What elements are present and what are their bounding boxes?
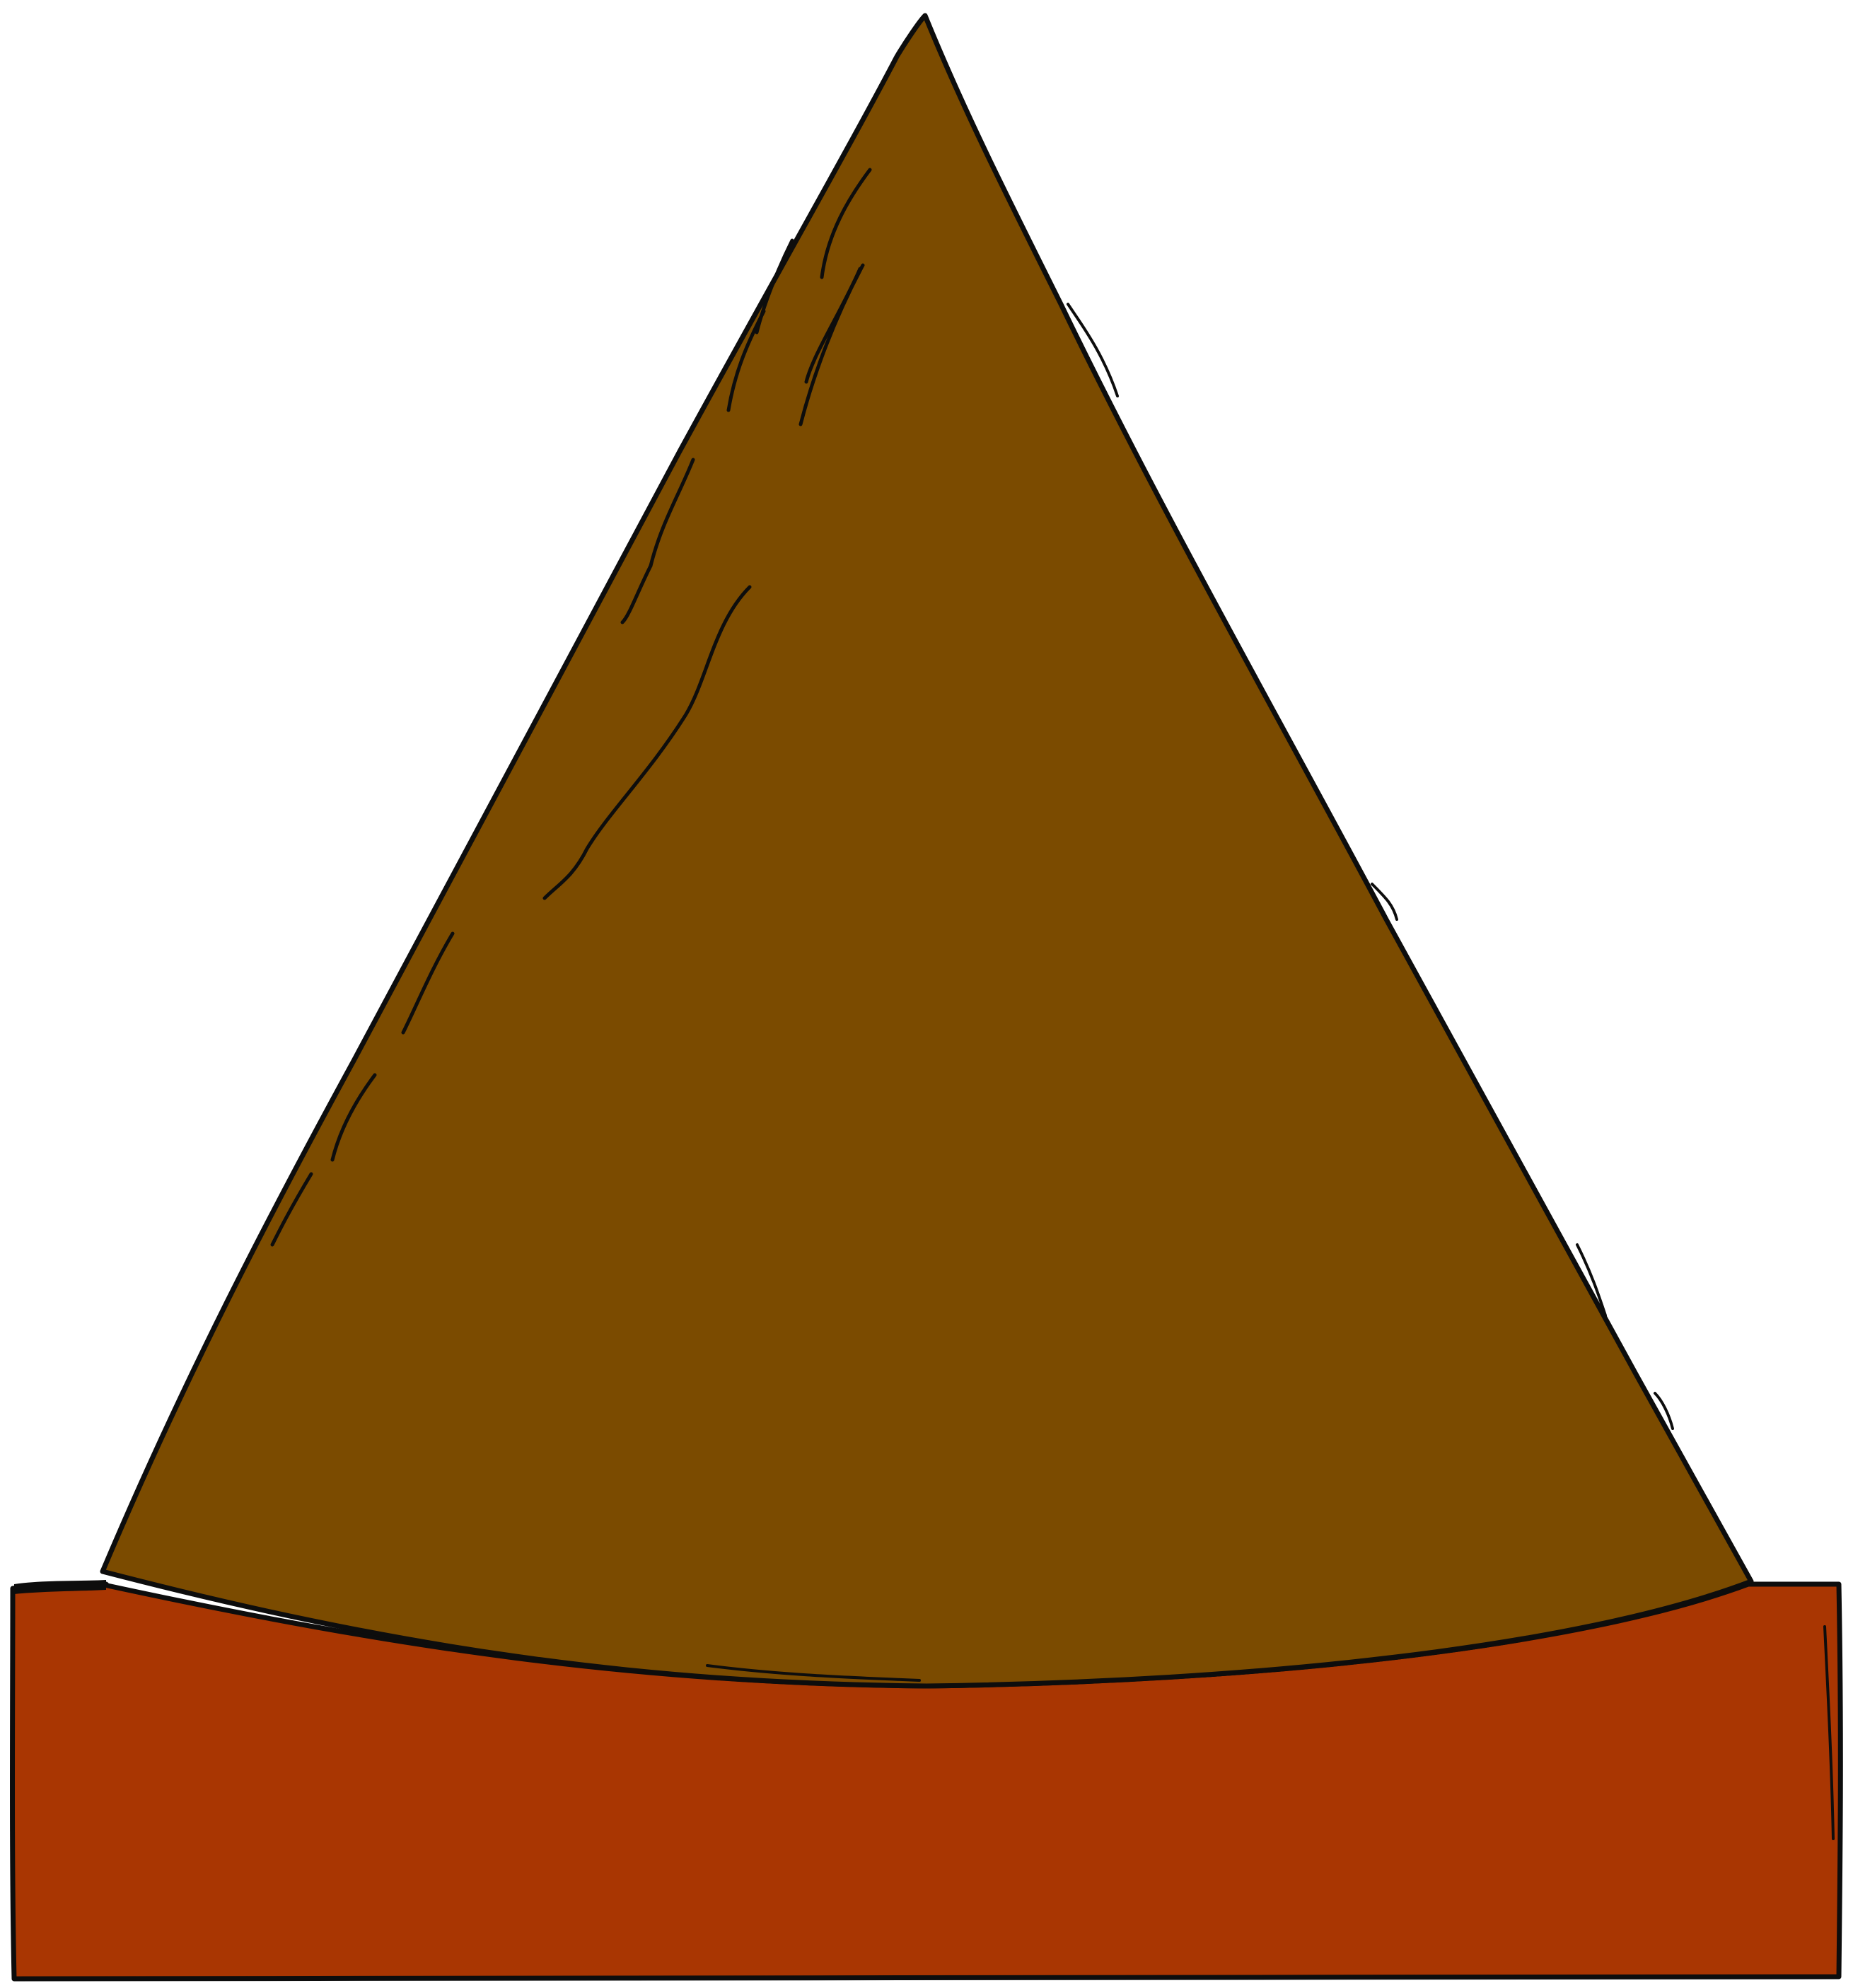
edge-accent-4 <box>1654 1392 1674 1430</box>
edge-accent-6 <box>706 1664 921 1682</box>
sketch-line-9 <box>401 931 455 1035</box>
base-corner-accent <box>14 1580 106 1594</box>
cone-sketch-lines <box>270 168 872 1247</box>
edge-accent-2 <box>1371 883 1398 921</box>
sketch-line-7 <box>620 564 653 624</box>
sketch-line-11 <box>270 1172 313 1247</box>
cone <box>100 13 1754 1689</box>
sketch-line-5 <box>726 309 766 412</box>
edge-accent-5 <box>1823 1625 1835 1840</box>
sketch-line-3 <box>798 263 865 426</box>
sketch-line-1 <box>820 168 872 279</box>
edge-sketch-lines <box>706 303 1835 1840</box>
sketch-line-10 <box>330 1073 377 1162</box>
edge-accent-3 <box>1576 1243 1607 1317</box>
sketch-line-6 <box>649 458 695 568</box>
edge-accent-7 <box>1201 1639 1522 1678</box>
edge-accent-1 <box>1067 303 1119 397</box>
sketch-line-8 <box>542 585 752 900</box>
